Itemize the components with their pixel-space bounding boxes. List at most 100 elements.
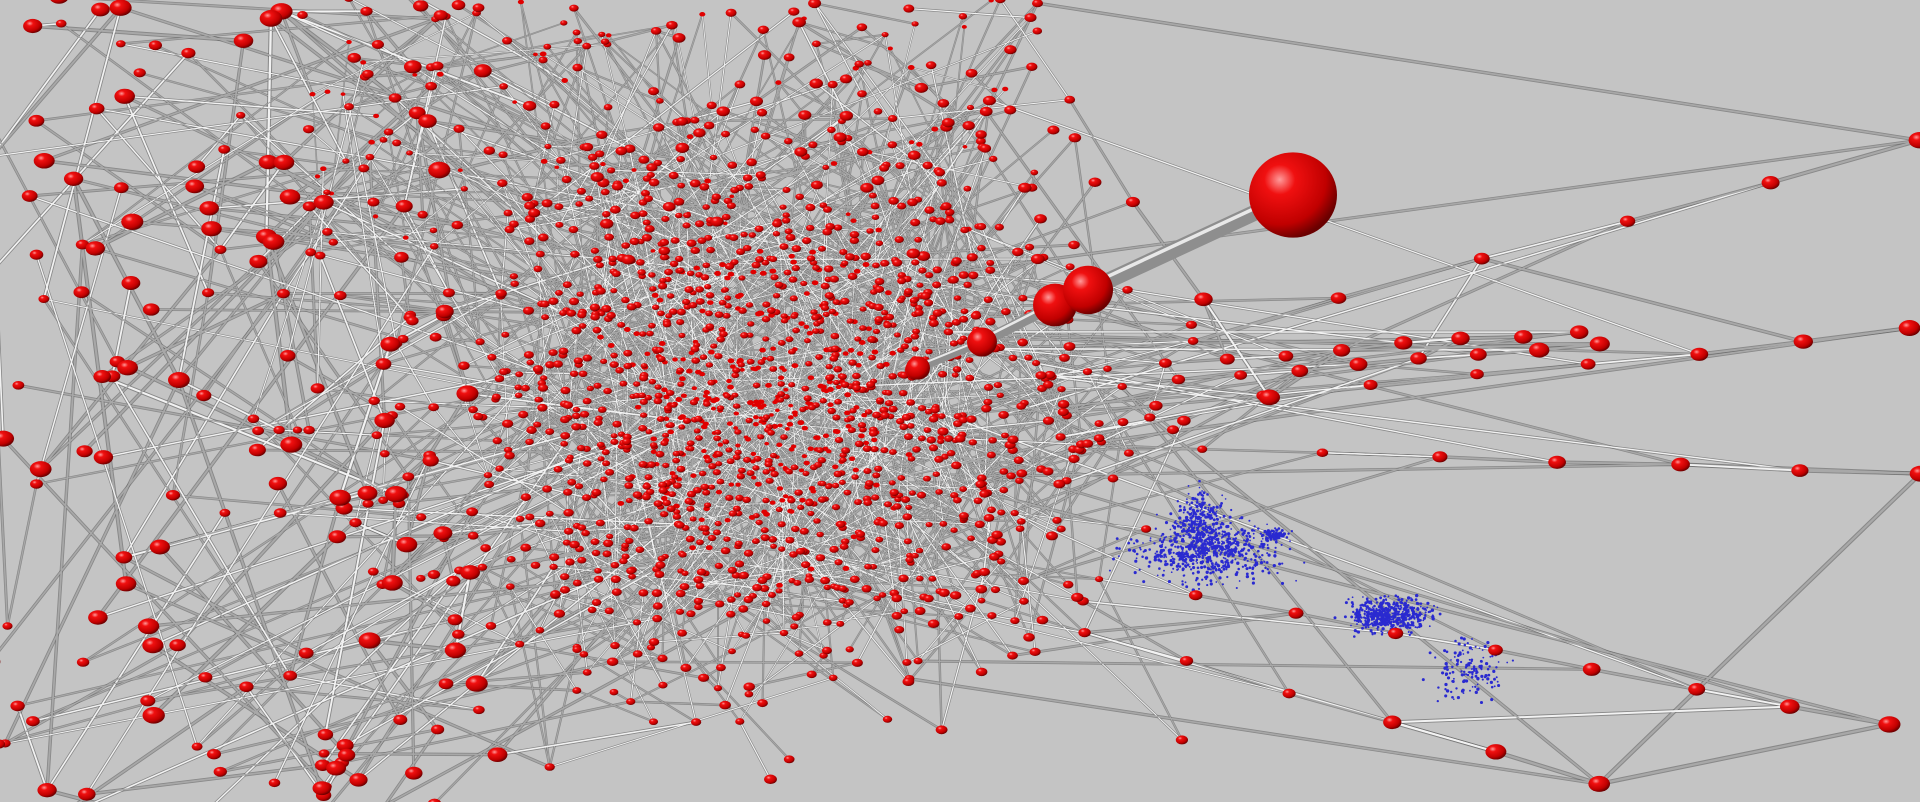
- graph-node[interactable]: [778, 462, 784, 467]
- graph-node[interactable]: [686, 368, 693, 374]
- graph-node[interactable]: [662, 432, 670, 438]
- graph-node[interactable]: [728, 482, 735, 487]
- graph-node[interactable]: [610, 288, 618, 294]
- graph-node[interactable]: [640, 363, 648, 369]
- graph-node[interactable]: [727, 358, 735, 364]
- graph-node[interactable]: [788, 403, 794, 408]
- graph-node[interactable]: [679, 376, 686, 382]
- graph-node[interactable]: [888, 480, 896, 486]
- graph-node[interactable]: [540, 158, 548, 164]
- graph-node[interactable]: [600, 358, 608, 365]
- graph-node[interactable]: [755, 481, 762, 487]
- graph-node[interactable]: [346, 39, 352, 45]
- graph-node[interactable]: [764, 441, 770, 446]
- graph-node[interactable]: [779, 498, 786, 503]
- graph-node[interactable]: [908, 490, 917, 496]
- graph-node[interactable]: [324, 89, 331, 94]
- graph-node[interactable]: [788, 253, 795, 259]
- graph-node[interactable]: [705, 545, 713, 551]
- graph-node[interactable]: [765, 382, 772, 388]
- graph-node[interactable]: [724, 295, 732, 301]
- graph-node[interactable]: [600, 162, 606, 167]
- graph-node[interactable]: [847, 347, 855, 353]
- graph-node[interactable]: [597, 456, 605, 462]
- graph-node[interactable]: [802, 470, 810, 477]
- graph-node[interactable]: [804, 338, 811, 344]
- graph-node[interactable]: [832, 428, 840, 434]
- graph-node[interactable]: [661, 387, 668, 393]
- graph-node[interactable]: [907, 65, 915, 70]
- graph-node[interactable]: [757, 434, 765, 440]
- graph-node[interactable]: [871, 437, 878, 443]
- graph-node[interactable]: [893, 332, 901, 338]
- graph-node[interactable]: [856, 351, 864, 356]
- graph-node[interactable]: [763, 511, 770, 517]
- graph-node[interactable]: [809, 249, 816, 255]
- graph-node[interactable]: [791, 363, 799, 369]
- graph-node[interactable]: [314, 174, 321, 179]
- graph-node[interactable]: [808, 485, 816, 492]
- graph-node[interactable]: [406, 150, 413, 156]
- graph-node[interactable]: [801, 425, 808, 431]
- graph-node[interactable]: [807, 375, 815, 381]
- graph-node[interactable]: [680, 393, 687, 398]
- graph-node[interactable]: [838, 479, 846, 485]
- graph-node[interactable]: [798, 321, 805, 327]
- graph-node[interactable]: [788, 382, 796, 388]
- graph-node[interactable]: [622, 178, 629, 184]
- graph-node[interactable]: [827, 402, 834, 408]
- graph-node[interactable]: [734, 293, 742, 299]
- graph-node[interactable]: [807, 510, 815, 517]
- graph-node[interactable]: [607, 343, 615, 348]
- graph-node[interactable]: [770, 543, 778, 549]
- graph-node[interactable]: [961, 25, 967, 29]
- graph-node[interactable]: [787, 508, 794, 514]
- graph-node[interactable]: [650, 449, 657, 454]
- graph-node[interactable]: [966, 104, 975, 111]
- graph-node[interactable]: [759, 270, 767, 276]
- graph-node[interactable]: [658, 340, 666, 347]
- graph-node[interactable]: [708, 349, 715, 355]
- graph-node[interactable]: [512, 100, 518, 104]
- graph-node[interactable]: [714, 429, 722, 435]
- graph-node[interactable]: [693, 428, 701, 434]
- graph-node[interactable]: [710, 398, 718, 404]
- graph-node[interactable]: [750, 269, 757, 275]
- graph-node[interactable]: [631, 168, 637, 172]
- graph-node[interactable]: [707, 300, 714, 306]
- graph-node[interactable]: [738, 275, 746, 281]
- graph-node[interactable]: [872, 328, 881, 335]
- graph-node[interactable]: [962, 145, 968, 149]
- graph-node[interactable]: [340, 92, 346, 96]
- graph-node[interactable]: [889, 350, 896, 356]
- graph-node[interactable]: [755, 311, 762, 317]
- graph-node[interactable]: [320, 166, 327, 172]
- graph-node[interactable]: [746, 400, 754, 406]
- graph-node[interactable]: [704, 178, 711, 184]
- graph-node[interactable]: [916, 282, 924, 288]
- graph-node[interactable]: [717, 442, 724, 447]
- graph-node[interactable]: [776, 486, 784, 491]
- graph-node[interactable]: [803, 324, 810, 329]
- graph-node[interactable]: [817, 383, 825, 389]
- graph-node[interactable]: [368, 139, 375, 145]
- graph-node[interactable]: [797, 504, 805, 511]
- graph-node[interactable]: [830, 161, 838, 166]
- graph-node[interactable]: [372, 214, 379, 219]
- graph-node[interactable]: [677, 381, 685, 387]
- graph-node[interactable]: [775, 80, 782, 85]
- graph-node[interactable]: [691, 386, 697, 391]
- graph-node[interactable]: [911, 346, 919, 352]
- graph-node[interactable]: [833, 379, 840, 386]
- graph-node[interactable]: [822, 311, 830, 317]
- graph-node[interactable]: [539, 51, 547, 57]
- graph-node[interactable]: [650, 436, 658, 442]
- graph-node[interactable]: [814, 435, 821, 441]
- graph-node[interactable]: [699, 12, 706, 17]
- graph-node[interactable]: [862, 262, 870, 268]
- graph-node[interactable]: [752, 513, 760, 519]
- graph-node[interactable]: [402, 235, 409, 240]
- graph-node[interactable]: [798, 468, 805, 473]
